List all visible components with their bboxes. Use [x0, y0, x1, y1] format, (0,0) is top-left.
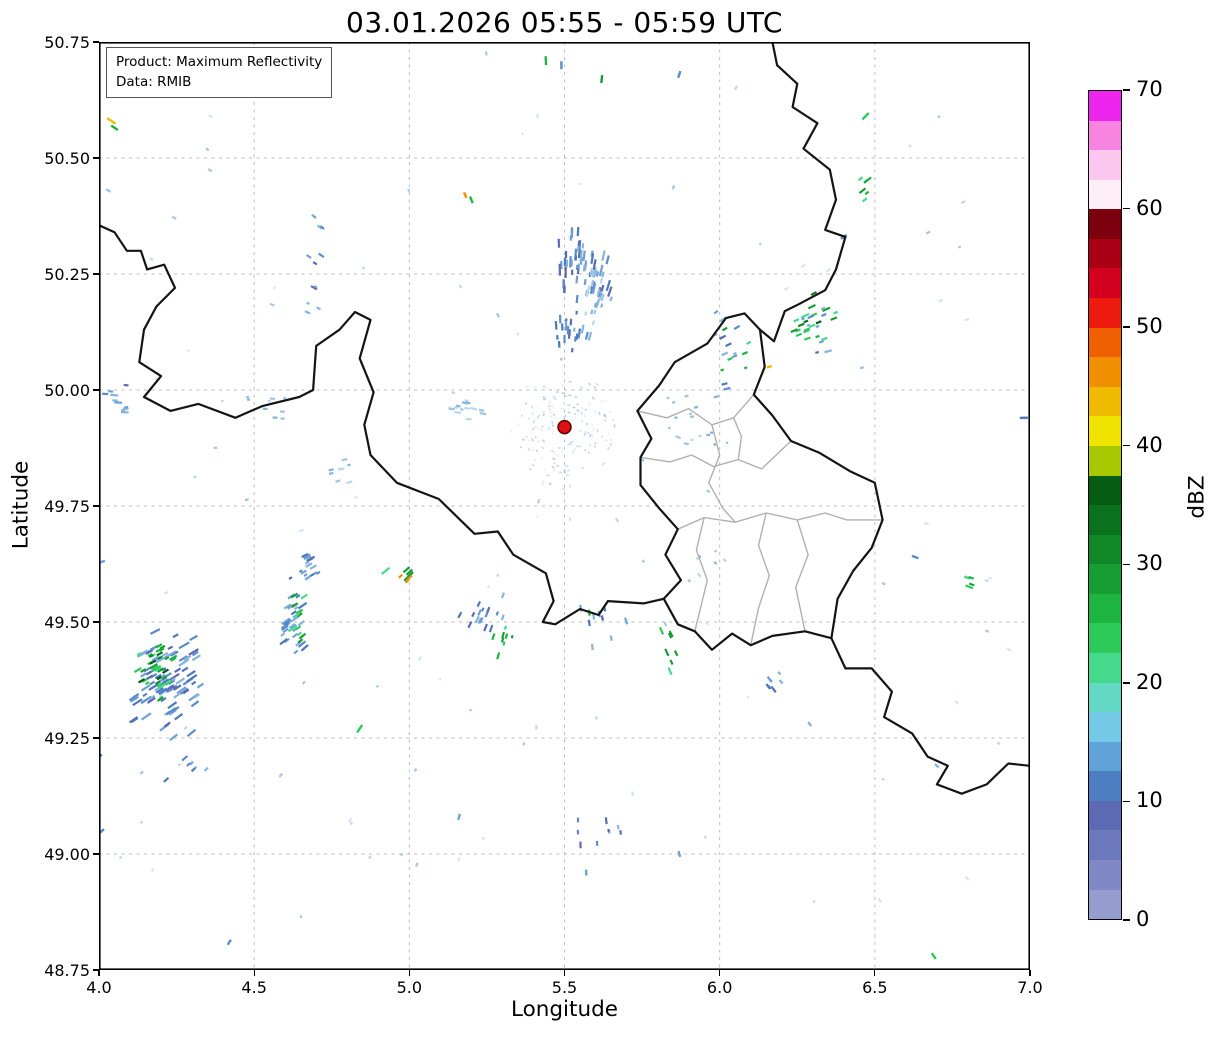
y-tick-label: 50.00	[44, 380, 90, 400]
colorbar-segment	[1089, 712, 1121, 742]
data-source-line: Data: RMIB	[116, 74, 192, 91]
colorbar-segment	[1089, 179, 1121, 210]
colorbar-segment	[1089, 771, 1121, 801]
colorbar-tick-label: 70	[1136, 77, 1163, 101]
x-tick-mark	[719, 970, 721, 976]
colorbar-tick-mark	[1123, 563, 1130, 566]
colorbar-segment	[1089, 120, 1121, 151]
colorbar-segment	[1089, 238, 1121, 269]
colorbar-segment	[1089, 860, 1121, 890]
y-tick-label: 49.25	[44, 728, 90, 748]
x-tick-mark	[408, 970, 410, 976]
colorbar-tick-mark	[1123, 800, 1130, 803]
x-tick-label: 4.0	[86, 978, 112, 997]
colorbar-tick-label: 40	[1136, 432, 1163, 457]
y-tick-label: 49.50	[44, 612, 90, 632]
colorbar-segment	[1089, 534, 1121, 565]
colorbar-tick-mark	[1123, 89, 1130, 91]
colorbar-segment	[1089, 445, 1121, 476]
x-tick-label: 4.5	[241, 978, 267, 997]
colorbar-tick-mark	[1123, 682, 1130, 684]
colorbar-segment	[1089, 682, 1121, 713]
x-tick-label: 6.0	[706, 978, 733, 997]
y-tick-mark	[93, 505, 99, 507]
colorbar-segment	[1089, 741, 1121, 772]
colorbar-segment	[1089, 889, 1121, 920]
product-info-box: Product: Maximum Reflectivity Data: RMIB	[106, 47, 333, 98]
y-tick-mark	[93, 737, 99, 739]
colorbar-tick-mark	[1123, 207, 1130, 210]
colorbar-segment	[1089, 505, 1121, 535]
colorbar-segment	[1089, 91, 1121, 121]
radar-map-canvas	[99, 42, 1030, 970]
y-tick-mark	[93, 621, 99, 623]
colorbar-segment	[1089, 327, 1121, 358]
y-tick-label: 49.00	[44, 844, 90, 864]
y-tick-mark	[93, 389, 99, 391]
colorbar-label: dBZ	[1184, 475, 1210, 519]
x-axis-label: Longitude	[511, 997, 618, 1022]
x-tick-label: 6.5	[862, 978, 888, 997]
plot-title: 03.01.2026 05:55 - 05:59 UTC	[346, 6, 783, 39]
x-tick-mark	[1029, 970, 1031, 976]
y-tick-mark	[93, 157, 99, 159]
colorbar-tick-mark	[1123, 444, 1130, 447]
colorbar-segment	[1089, 416, 1121, 446]
colorbar-segment	[1089, 564, 1121, 594]
colorbar-segment	[1089, 268, 1121, 299]
colorbar-tick-mark	[1123, 326, 1130, 328]
x-tick-mark	[563, 970, 566, 976]
colorbar-segment	[1089, 475, 1121, 506]
y-tick-label: 50.25	[44, 264, 90, 284]
colorbar-tick-mark	[1123, 919, 1130, 921]
colorbar-segment	[1089, 652, 1121, 683]
y-tick-label: 50.75	[44, 32, 90, 52]
y-tick-label: 50.50	[44, 148, 90, 168]
x-tick-label: 5.0	[396, 978, 423, 997]
colorbar-segment	[1089, 593, 1121, 624]
colorbar-tick-label: 10	[1136, 788, 1163, 813]
colorbar-tick-label: 0	[1136, 907, 1150, 931]
colorbar-tick-label: 60	[1136, 195, 1163, 220]
product-line: Product: Maximum Reflectivity	[116, 54, 323, 70]
x-tick-mark	[98, 970, 100, 976]
colorbar	[1088, 90, 1122, 920]
colorbar-tick-label: 20	[1136, 669, 1163, 694]
x-tick-mark	[874, 970, 876, 976]
y-tick-label: 49.75	[44, 496, 90, 516]
colorbar-segment	[1089, 800, 1121, 831]
colorbar-tick-label: 30	[1136, 551, 1163, 576]
x-tick-label: 7.0	[1017, 978, 1043, 997]
colorbar-segment	[1089, 623, 1121, 653]
y-tick-mark	[93, 41, 99, 43]
colorbar-segment	[1089, 298, 1121, 328]
colorbar-segment	[1089, 386, 1121, 417]
x-tick-label: 5.5	[551, 978, 578, 997]
colorbar-tick-label: 50	[1136, 314, 1163, 339]
colorbar-segment	[1089, 209, 1121, 239]
colorbar-segment	[1089, 830, 1121, 861]
y-tick-mark	[93, 273, 99, 275]
y-tick-mark	[93, 969, 99, 971]
y-tick-label: 48.75	[44, 960, 90, 980]
colorbar-segment	[1089, 150, 1121, 180]
colorbar-segment	[1089, 357, 1121, 387]
x-tick-mark	[253, 970, 255, 976]
y-tick-mark	[93, 853, 99, 855]
